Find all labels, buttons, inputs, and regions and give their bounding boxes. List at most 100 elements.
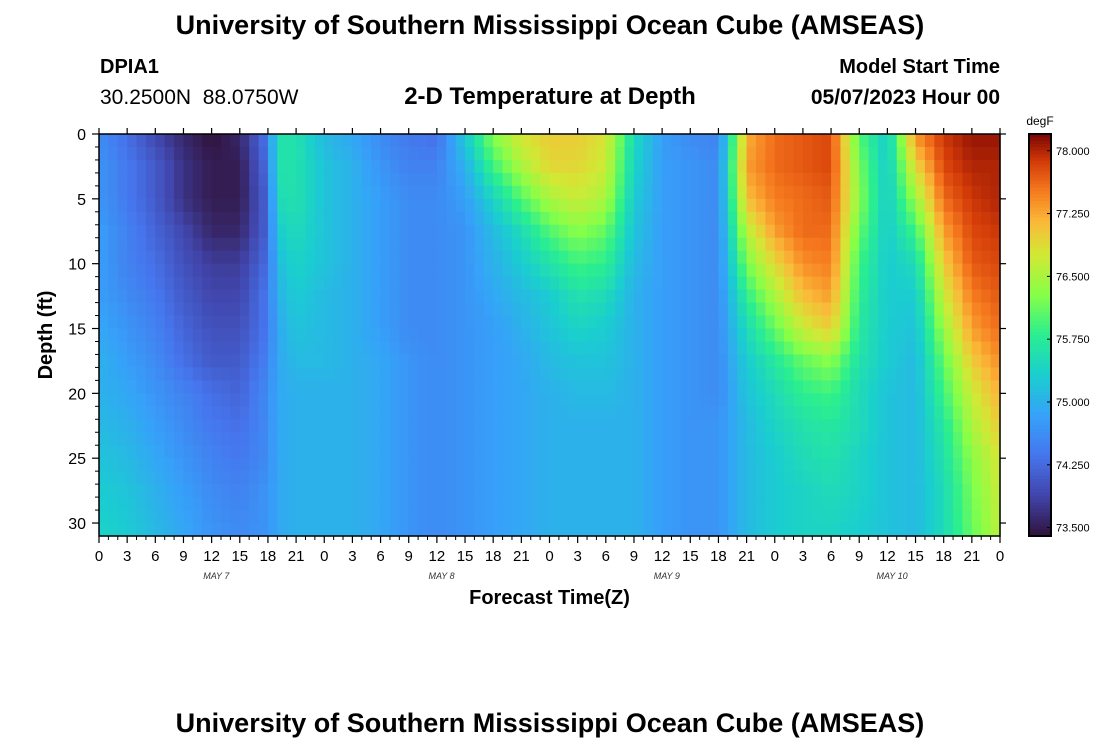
heatmap-cell <box>164 354 175 369</box>
heatmap-cell <box>587 341 598 356</box>
heatmap-cell <box>981 367 992 381</box>
heatmap-cell <box>361 250 372 265</box>
heatmap-cell <box>286 237 297 252</box>
heatmap-cell <box>540 445 551 459</box>
heatmap-cell <box>868 328 879 343</box>
x-tick-label: 15 <box>907 548 924 565</box>
heatmap-cell <box>211 237 222 252</box>
heatmap-cell <box>718 172 729 187</box>
heatmap-cell <box>924 211 935 226</box>
heatmap-cell <box>587 380 598 394</box>
heatmap-cell <box>549 172 560 187</box>
heatmap-cell <box>108 354 119 369</box>
heatmap-cell <box>427 354 438 369</box>
heatmap-cell <box>483 419 494 433</box>
x-axis: 0 3 6 9 12 15 18 21 0 3 6 9 12 15 18 21 0 3 6 9 12 15 18 21 0 3 6 9… <box>95 128 1004 581</box>
heatmap-cell <box>540 354 551 369</box>
heatmap-cell <box>483 263 494 278</box>
heatmap-cell <box>239 471 250 485</box>
heatmap-cell <box>277 328 288 343</box>
heatmap-cell <box>671 159 682 174</box>
heatmap-cell <box>774 134 785 148</box>
heatmap-cell <box>389 250 400 265</box>
heatmap-cell <box>108 523 119 537</box>
heatmap-cell <box>192 510 203 524</box>
heatmap-cell <box>267 172 278 187</box>
heatmap-cell <box>802 484 813 498</box>
heatmap-cell <box>277 354 288 369</box>
heatmap-cell <box>446 146 457 161</box>
heatmap-cell <box>774 276 785 291</box>
heatmap-cell <box>868 315 879 330</box>
heatmap-cell <box>596 276 607 291</box>
heatmap-cell <box>633 263 644 278</box>
heatmap-cell <box>671 471 682 485</box>
heatmap-cell <box>267 367 278 381</box>
heatmap-cell <box>371 289 382 304</box>
heatmap-cell <box>868 211 879 226</box>
heatmap-cell <box>389 484 400 498</box>
heatmap-cell <box>709 211 720 226</box>
heatmap-cell <box>558 354 569 369</box>
heatmap-cell <box>99 497 109 511</box>
heatmap-cell <box>455 523 466 537</box>
heatmap-cell <box>746 237 757 252</box>
heatmap-cell <box>896 497 907 511</box>
heatmap-cell <box>211 185 222 200</box>
heatmap-cell <box>877 380 888 394</box>
colorbar-segment <box>1029 341 1051 346</box>
heatmap-cell <box>709 471 720 485</box>
heatmap-cell <box>774 315 785 330</box>
heatmap-cell <box>221 302 231 317</box>
heatmap-cell <box>615 432 626 446</box>
heatmap-cell <box>953 445 964 459</box>
heatmap-cell <box>718 276 729 291</box>
heatmap-cell <box>202 497 213 511</box>
heatmap-cell <box>427 419 438 433</box>
heatmap-cell <box>784 380 795 394</box>
heatmap-cell <box>868 237 879 252</box>
heatmap-cell <box>436 185 447 200</box>
heatmap-cell <box>709 458 720 472</box>
heatmap-cell <box>136 159 147 174</box>
heatmap-cell <box>643 484 654 498</box>
heatmap-cell <box>399 510 410 524</box>
heatmap-cell <box>662 146 673 161</box>
heatmap-cell <box>117 393 128 407</box>
heatmap-cell <box>174 211 185 226</box>
heatmap-cell <box>943 146 954 161</box>
heatmap-cell <box>868 172 879 187</box>
heatmap-cell <box>652 497 663 511</box>
heatmap-cell <box>671 341 682 356</box>
heatmap-cell <box>633 484 644 498</box>
heatmap-cell <box>418 263 429 278</box>
heatmap-cell <box>568 380 579 394</box>
heatmap-cell <box>343 315 354 330</box>
heatmap-cell <box>399 198 410 213</box>
heatmap-cell <box>371 159 382 174</box>
heatmap-cell <box>174 250 185 265</box>
heatmap-cell <box>483 354 494 369</box>
heatmap-cell <box>202 172 213 187</box>
heatmap-cell <box>971 276 982 291</box>
heatmap-cell <box>859 354 870 369</box>
heatmap-cell <box>117 523 128 537</box>
heatmap-cell <box>727 250 738 265</box>
heatmap-cell <box>530 523 541 537</box>
heatmap-cell <box>474 276 485 291</box>
heatmap-cell <box>230 263 241 278</box>
heatmap-cell <box>765 497 776 511</box>
heatmap-cell <box>305 354 316 369</box>
heatmap-cell <box>483 341 494 356</box>
heatmap-cell <box>267 263 278 278</box>
heatmap-cell <box>943 523 954 537</box>
heatmap-cell <box>765 432 776 446</box>
heatmap-cell <box>906 471 917 485</box>
heatmap-cell <box>615 380 626 394</box>
heatmap-cell <box>521 237 532 252</box>
heatmap-cell <box>699 302 710 317</box>
heatmap-cell <box>530 263 541 278</box>
heatmap-cell <box>239 523 250 537</box>
heatmap-cell <box>915 419 926 433</box>
heatmap-cell <box>558 393 569 407</box>
